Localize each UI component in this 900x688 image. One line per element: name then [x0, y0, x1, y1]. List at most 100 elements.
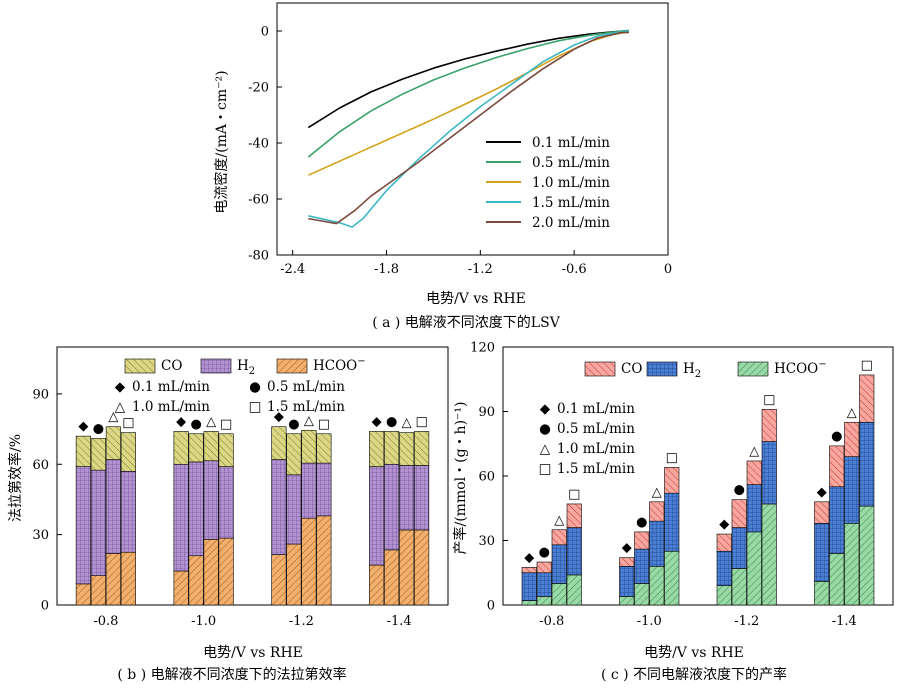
panel-b-legend-marker-symbol-0: ◆ — [115, 379, 126, 395]
panel-c-bar-segment-2 — [566, 503, 582, 528]
panel-b-flow-marker: △ — [206, 414, 216, 429]
panel-b-bar-segment-0 — [218, 537, 234, 606]
panel-b-flow-marker: □ — [318, 417, 330, 432]
panel-c-bar-segment-0 — [829, 553, 845, 606]
panel-b-bar-segment-2 — [120, 432, 136, 472]
panel-c-bar-segment-2 — [521, 567, 537, 574]
panel-a-axes: -2.4 -1.8 -1.2 -0.6 0 0 -20 -40 -60 -80 — [248, 2, 672, 277]
panel-c-bar-segment-2 — [814, 501, 830, 524]
panel-b-legend-label-1-subscript: 2 — [249, 366, 255, 377]
panel-b-bar-segment-1 — [384, 463, 400, 551]
panel-b-flow-markers: ◆ ●△ □ ◆ ● △ □ ◆ ● △ □ ◆ ● △ □ — [78, 410, 427, 437]
panel-b-legend-marker-label-3: 1.5 mL/min — [267, 399, 345, 415]
panel-c-flow-marker: ◆ — [817, 485, 827, 500]
panel-b-flow-marker: ◆ — [372, 414, 382, 429]
panel-c-bar-segment-2 — [731, 499, 747, 528]
panel-b-bar-segment-1 — [271, 459, 287, 555]
panel-c-bar-segment-1 — [634, 548, 650, 584]
panel-c-bar-segment-0 — [521, 600, 537, 606]
panel-c-bar-segment-1 — [716, 550, 732, 586]
panel-c-legend-label-0: CO — [621, 361, 642, 377]
panel-c-flow-marker: ◆ — [719, 517, 729, 532]
panel-b-legend-label-2: HCOO− — [313, 356, 366, 374]
panel-b-bar-segment-0 — [399, 529, 415, 606]
panel-c-caption: ( c ) 不同电解液浓度下的产率 — [601, 666, 787, 683]
panel-b-bar-segment-2 — [399, 432, 415, 466]
panel-c-bar-segment-0 — [814, 581, 830, 606]
panel-a-line-series-2 — [307, 31, 630, 176]
panel-b-bar-segment-2 — [218, 433, 234, 467]
panel-b-legend-marker-symbol-3: □ — [249, 399, 262, 415]
panel-b-y-tick-label: 30 — [32, 528, 49, 543]
panel-a-legend-label-0: 0.1 mL/min — [532, 135, 610, 151]
panel-b-legend-marker-label-0: 0.1 mL/min — [132, 379, 210, 395]
panel-c-flow-marker: △ — [847, 405, 857, 420]
panel-c-bar-segment-0 — [746, 531, 762, 606]
panel-a-y-tick-label: -40 — [248, 137, 269, 152]
panel-b-bar-segment-1 — [90, 469, 106, 576]
panel-b-bar-segment-2 — [414, 431, 430, 466]
panel-b-stacked-bars — [75, 426, 430, 606]
panel-c-flow-marker: □ — [763, 392, 775, 407]
panel-b-bar-segment-2 — [271, 426, 287, 460]
panel-b-flow-marker: ◆ — [78, 419, 88, 434]
panel-c-y-tick-label: 90 — [478, 405, 495, 420]
panel-b-flow-marker: △ — [402, 416, 412, 431]
panel-b-bar-segment-0 — [384, 549, 400, 606]
panel-b-bar-segment-1 — [414, 465, 430, 531]
panel-c-x-tick-label: -1.0 — [637, 614, 662, 629]
panel-c-legend-label-2-superscript: − — [818, 359, 826, 370]
panel-a-x-tick-label: 0 — [664, 262, 672, 277]
panel-b-flow-marker: □ — [122, 416, 134, 431]
panel-c-bar-segment-2 — [619, 557, 635, 567]
panel-b-bar-segment-2 — [188, 433, 204, 463]
panel-b-bar-segment-2 — [286, 433, 302, 476]
panel-c-bar-segment-1 — [664, 492, 680, 552]
panel-c-y-tick-label: 30 — [478, 534, 495, 549]
panel-c-bar-segment-1 — [761, 441, 777, 505]
panel-b-caption: ( b ) 电解液不同浓度下的法拉第效率 — [117, 666, 346, 683]
panel-c-stacked-bars — [521, 374, 875, 606]
panel-b-flow-marker: ◆ — [176, 414, 186, 429]
panel-b-flow-marker: △ — [304, 413, 314, 428]
panel-c-legend-marker-label-2: 1.0 mL/min — [557, 441, 635, 457]
panel-b-axes: 0 30 60 90 -0.8 -1.0 -1.2 -1.4 — [32, 346, 449, 629]
panel-c-bar-segment-2 — [716, 533, 732, 552]
panel-b-bar-segment-0 — [120, 551, 136, 606]
panel-b-legend-swatch-1 — [200, 358, 232, 374]
panel-b-bar-segment-1 — [173, 463, 189, 572]
panel-c-flow-marker: ● — [636, 515, 647, 530]
panel-c-legend-marker-label-0: 0.1 mL/min — [557, 401, 635, 417]
panel-c-bar-segment-1 — [844, 456, 860, 524]
panel-c-legend-marker-symbol-0: ◆ — [540, 401, 551, 417]
panel-c-bar-segment-0 — [536, 596, 552, 606]
panel-a-series-lines — [307, 29, 630, 228]
panel-b-bar-segment-0 — [203, 539, 219, 606]
panel-b-x-tick-label: -0.8 — [93, 614, 118, 629]
panel-b-bar-segment-1 — [286, 474, 302, 545]
panel-b-bar-segment-2 — [203, 431, 219, 462]
panel-c-y-tick-label: 120 — [470, 341, 495, 356]
panel-c-bar-segment-2 — [761, 409, 777, 442]
panel-c-bar-segment-2 — [551, 529, 567, 546]
panel-c-legend-label-1-subscript: 2 — [695, 369, 701, 380]
panel-a-x-axis-label: 电势/V vs RHE — [426, 291, 526, 307]
panel-c-bar-segment-1 — [814, 522, 830, 582]
panel-c-bar-segment-1 — [619, 565, 635, 597]
panel-c-x-tick-label: -1.4 — [832, 614, 857, 629]
panel-a-y-tick-label: 0 — [261, 25, 269, 40]
panel-b-bar-segment-0 — [301, 517, 317, 606]
panel-c-bar-segment-1 — [649, 520, 665, 567]
panel-b-bar-segment-1 — [105, 459, 121, 554]
panel-a-line-series-3 — [308, 30, 629, 228]
panel-b-bar-segment-2 — [384, 431, 400, 465]
panel-c-bar-segment-2 — [829, 445, 845, 488]
panel-b-legend-label-2-main: HCOO — [313, 358, 357, 374]
panel-c-flow-marker: ◆ — [524, 550, 534, 565]
panel-a-x-tick-label: -2.4 — [280, 262, 305, 277]
panel-c-bar-segment-2 — [844, 421, 860, 457]
panel-c-legend-label-1: H2 — [683, 361, 701, 380]
panel-a-caption: ( a ) 电解液不同浓度下的LSV — [372, 315, 561, 331]
panel-b-flow-marker: ◆ — [274, 410, 284, 425]
